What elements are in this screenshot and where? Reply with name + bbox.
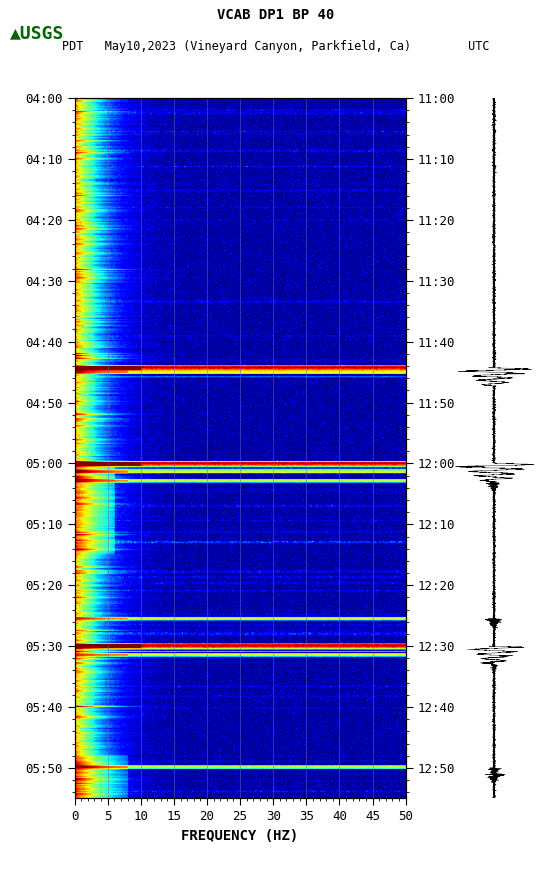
Text: ▲USGS: ▲USGS (10, 24, 64, 43)
Text: PDT   May10,2023 (Vineyard Canyon, Parkfield, Ca)        UTC: PDT May10,2023 (Vineyard Canyon, Parkfie… (62, 40, 490, 54)
X-axis label: FREQUENCY (HZ): FREQUENCY (HZ) (182, 829, 299, 843)
Text: VCAB DP1 BP 40: VCAB DP1 BP 40 (217, 8, 335, 22)
